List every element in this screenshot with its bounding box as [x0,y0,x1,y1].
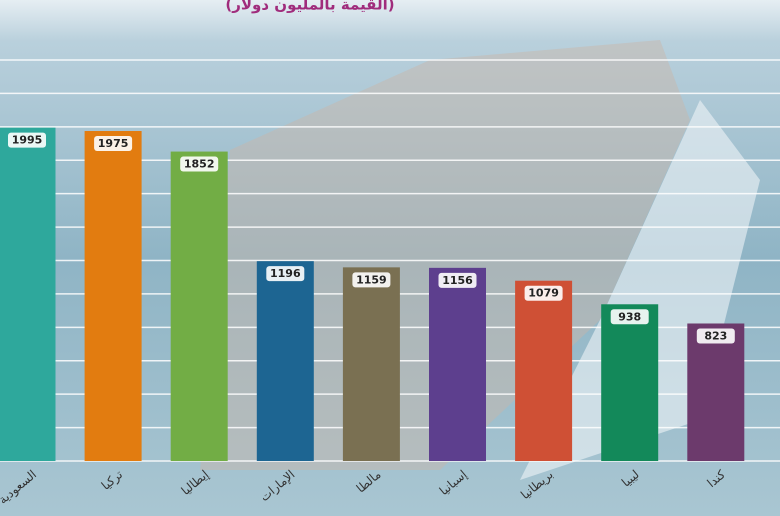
value-label-box [696,328,735,344]
value-label: 938 [618,310,641,323]
bar [256,261,314,461]
value-label: 1852 [184,158,215,171]
value-label-box [94,136,133,152]
value-label: 1159 [356,273,387,286]
value-label-box [524,285,563,301]
value-label-box [352,272,391,288]
bar [601,304,659,461]
bar [342,267,400,461]
value-label-box [8,132,46,148]
bar [84,131,142,461]
value-label-box [266,266,305,282]
value-label: 1156 [442,274,473,287]
value-label: 1995 [12,134,43,147]
ship-photo [200,40,690,470]
value-label: 823 [704,329,727,342]
value-label: 1079 [528,287,559,300]
value-label: 1196 [270,267,301,280]
bar [429,267,486,461]
value-label-box [180,156,219,172]
value-label: 1975 [98,137,129,150]
bar [0,127,56,461]
chart-title: (القيمة بالمليون دولار) [225,0,394,14]
value-label-box [438,272,477,288]
bar [687,323,745,461]
bar [170,151,228,462]
bar [515,280,573,461]
value-label-box [610,309,649,325]
